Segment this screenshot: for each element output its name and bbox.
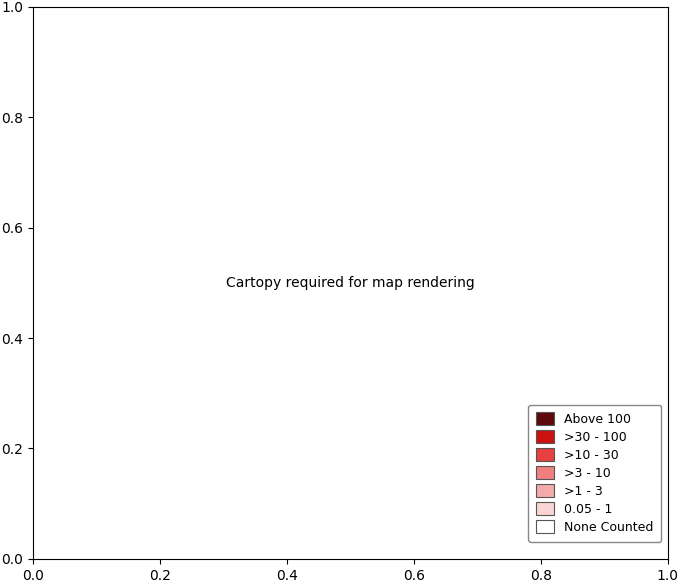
Text: Cartopy required for map rendering: Cartopy required for map rendering	[226, 276, 475, 290]
Legend: Above 100, >30 - 100, >10 - 30, >3 - 10, >1 - 3, 0.05 - 1, None Counted: Above 100, >30 - 100, >10 - 30, >3 - 10,…	[528, 405, 662, 541]
